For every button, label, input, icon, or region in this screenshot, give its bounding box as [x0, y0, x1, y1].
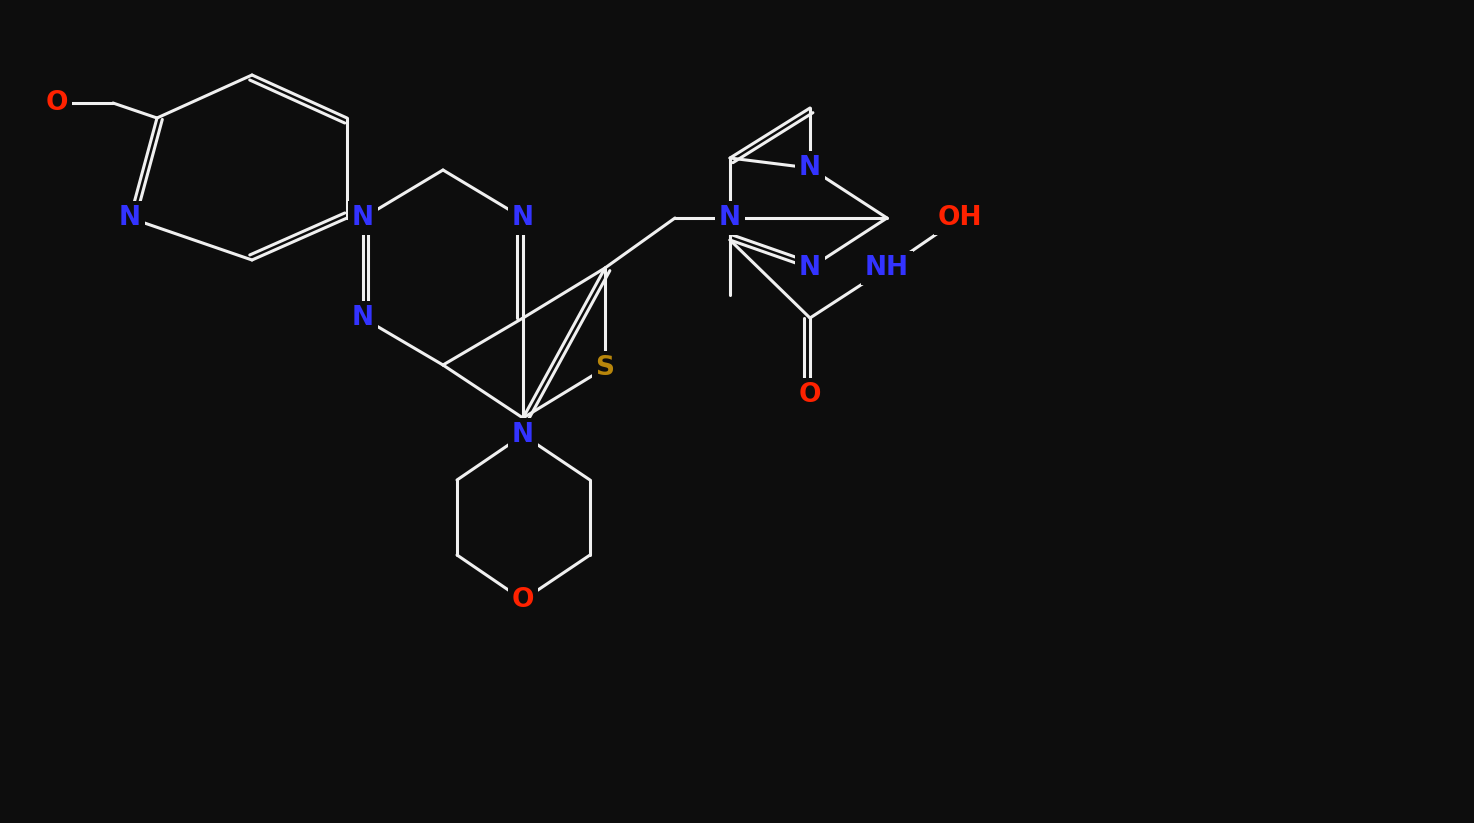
Text: N: N	[799, 255, 821, 281]
Text: OH: OH	[937, 205, 982, 231]
Text: NH: NH	[865, 255, 909, 281]
Text: N: N	[799, 155, 821, 181]
Text: O: O	[511, 587, 534, 613]
Text: N: N	[511, 205, 534, 231]
Text: N: N	[119, 205, 142, 231]
Text: N: N	[352, 305, 374, 331]
Text: N: N	[719, 205, 741, 231]
Text: N: N	[511, 422, 534, 448]
Text: S: S	[595, 355, 615, 381]
Text: N: N	[352, 205, 374, 231]
Text: O: O	[46, 90, 68, 116]
Text: O: O	[799, 382, 821, 408]
